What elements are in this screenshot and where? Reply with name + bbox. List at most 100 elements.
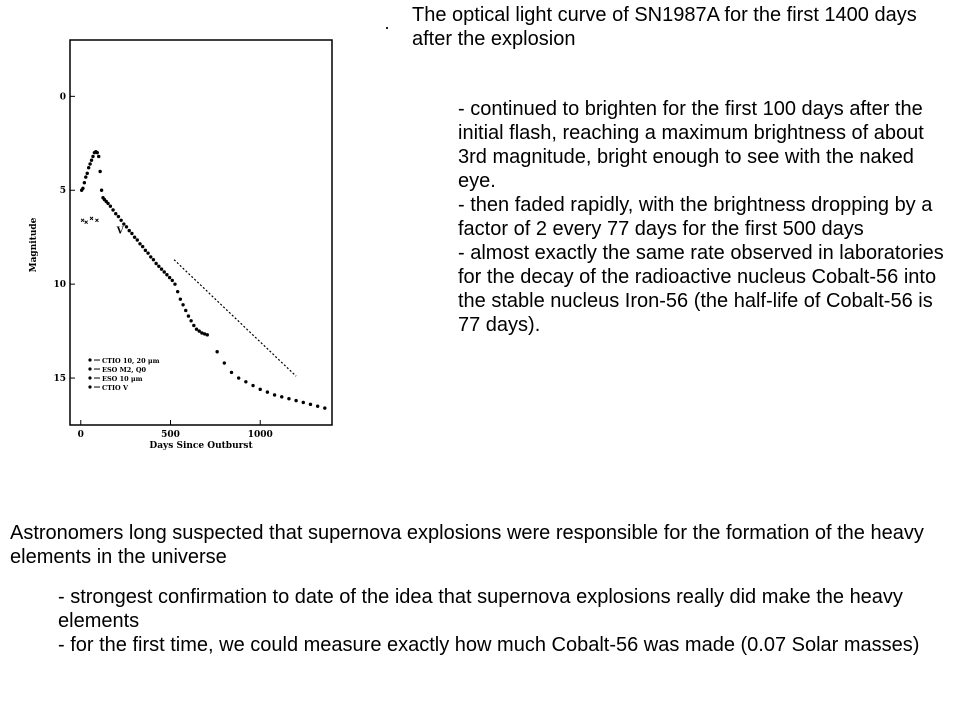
chart-series [79, 150, 327, 410]
data-point [222, 361, 227, 365]
data-point [106, 201, 110, 206]
data-point [84, 175, 88, 179]
data-point [98, 169, 102, 174]
data-point [287, 397, 291, 401]
data-point [135, 238, 139, 242]
data-point [95, 150, 99, 155]
data-point [143, 248, 148, 253]
legend-marker [88, 385, 92, 389]
light-curve-chart: 0 500 1000 0 5 10 15 Magnitude Days Since Outb… [29, 39, 333, 451]
data-point [80, 218, 85, 223]
data-point [130, 231, 134, 236]
data-point [138, 242, 142, 246]
legend-entry: ESO M2, Q0 [102, 366, 146, 374]
legend-entry: ESO 10 μm [102, 375, 143, 383]
data-point [81, 186, 85, 191]
data-point [154, 261, 158, 266]
stray-dot [386, 27, 388, 29]
x-tick-label: 1000 [248, 430, 273, 440]
data-point [162, 270, 166, 274]
data-point [197, 329, 201, 333]
data-point [111, 208, 115, 212]
data-point [181, 303, 185, 307]
data-point [167, 275, 172, 280]
data-point [200, 331, 204, 335]
data-point [114, 212, 118, 216]
heavy-elements-intro: Astronomers long suspected that supernov… [10, 522, 924, 568]
data-point [119, 218, 123, 222]
data-point [215, 350, 219, 354]
data-point [127, 228, 131, 233]
data-point [308, 402, 313, 407]
data-point [244, 380, 248, 384]
data-point [85, 171, 89, 176]
bullet-cobalt-decay: - almost exactly the same rate observed … [458, 242, 944, 336]
data-point [91, 154, 95, 159]
bottom-bullet-list: - strongest confirmation to date of the … [58, 585, 953, 657]
legend-entry: CTIO 10, 20 μm [102, 357, 160, 365]
data-point [95, 218, 99, 223]
y-axis-label: Magnitude [29, 217, 39, 272]
data-point [265, 390, 270, 394]
data-point [205, 333, 209, 337]
axis-ticks: 0 500 1000 0 5 10 15 [53, 92, 272, 440]
data-point [173, 282, 177, 286]
data-point [202, 332, 207, 336]
legend-marker [88, 376, 92, 380]
y-tick-label: 15 [53, 374, 66, 384]
data-point [124, 225, 129, 229]
y-tick-label: 0 [60, 92, 66, 102]
data-point [175, 289, 180, 294]
data-point [189, 319, 193, 323]
data-point [116, 214, 121, 219]
right-bullet-list: - continued to brighten for the first 10… [458, 97, 956, 337]
y-tick-label: 5 [60, 186, 66, 196]
data-point [165, 273, 169, 277]
legend-marker [88, 367, 92, 371]
data-point [146, 251, 150, 255]
plot-frame [69, 39, 333, 426]
data-point [89, 216, 94, 221]
chart-caption: The optical light curve of SN1987A for t… [412, 4, 917, 50]
annotation-v: V [116, 226, 125, 236]
data-point [97, 154, 101, 159]
bullet-fade: - then faded rapidly, with the brightnes… [458, 194, 933, 240]
data-point [108, 204, 113, 208]
data-point [159, 267, 164, 271]
bullet-brighten: - continued to brighten for the first 10… [458, 98, 924, 192]
data-point [258, 387, 262, 392]
data-point [229, 370, 234, 375]
data-point [184, 308, 188, 313]
data-point [294, 398, 298, 403]
data-point [140, 244, 145, 249]
data-point [272, 393, 277, 397]
bullet-cobalt-mass: - for the first time, we could measure e… [58, 634, 920, 656]
x-axis-label: Days Since Outburst [149, 441, 253, 451]
data-point [280, 395, 284, 399]
data-point [99, 188, 104, 192]
data-point [132, 235, 137, 239]
data-point [186, 314, 191, 318]
data-point [236, 376, 241, 380]
data-point [88, 162, 92, 166]
data-point [251, 383, 255, 388]
data-point [170, 278, 174, 283]
y-tick-label: 10 [53, 280, 66, 290]
data-point [301, 400, 305, 405]
legend-entry: CTIO V [102, 384, 129, 392]
data-point [84, 220, 89, 225]
data-point [149, 255, 153, 259]
legend-marker [88, 358, 92, 362]
data-point [323, 406, 327, 410]
data-point [178, 297, 183, 301]
data-point [194, 327, 199, 331]
bullet-confirmation: - strongest confirmation to date of the … [58, 586, 903, 632]
x-tick-label: 0 [78, 430, 84, 440]
x-tick-label: 500 [161, 430, 180, 440]
data-point [192, 323, 196, 328]
data-point [89, 158, 94, 162]
data-point [122, 222, 126, 226]
data-point [86, 166, 91, 170]
data-point [82, 181, 87, 185]
